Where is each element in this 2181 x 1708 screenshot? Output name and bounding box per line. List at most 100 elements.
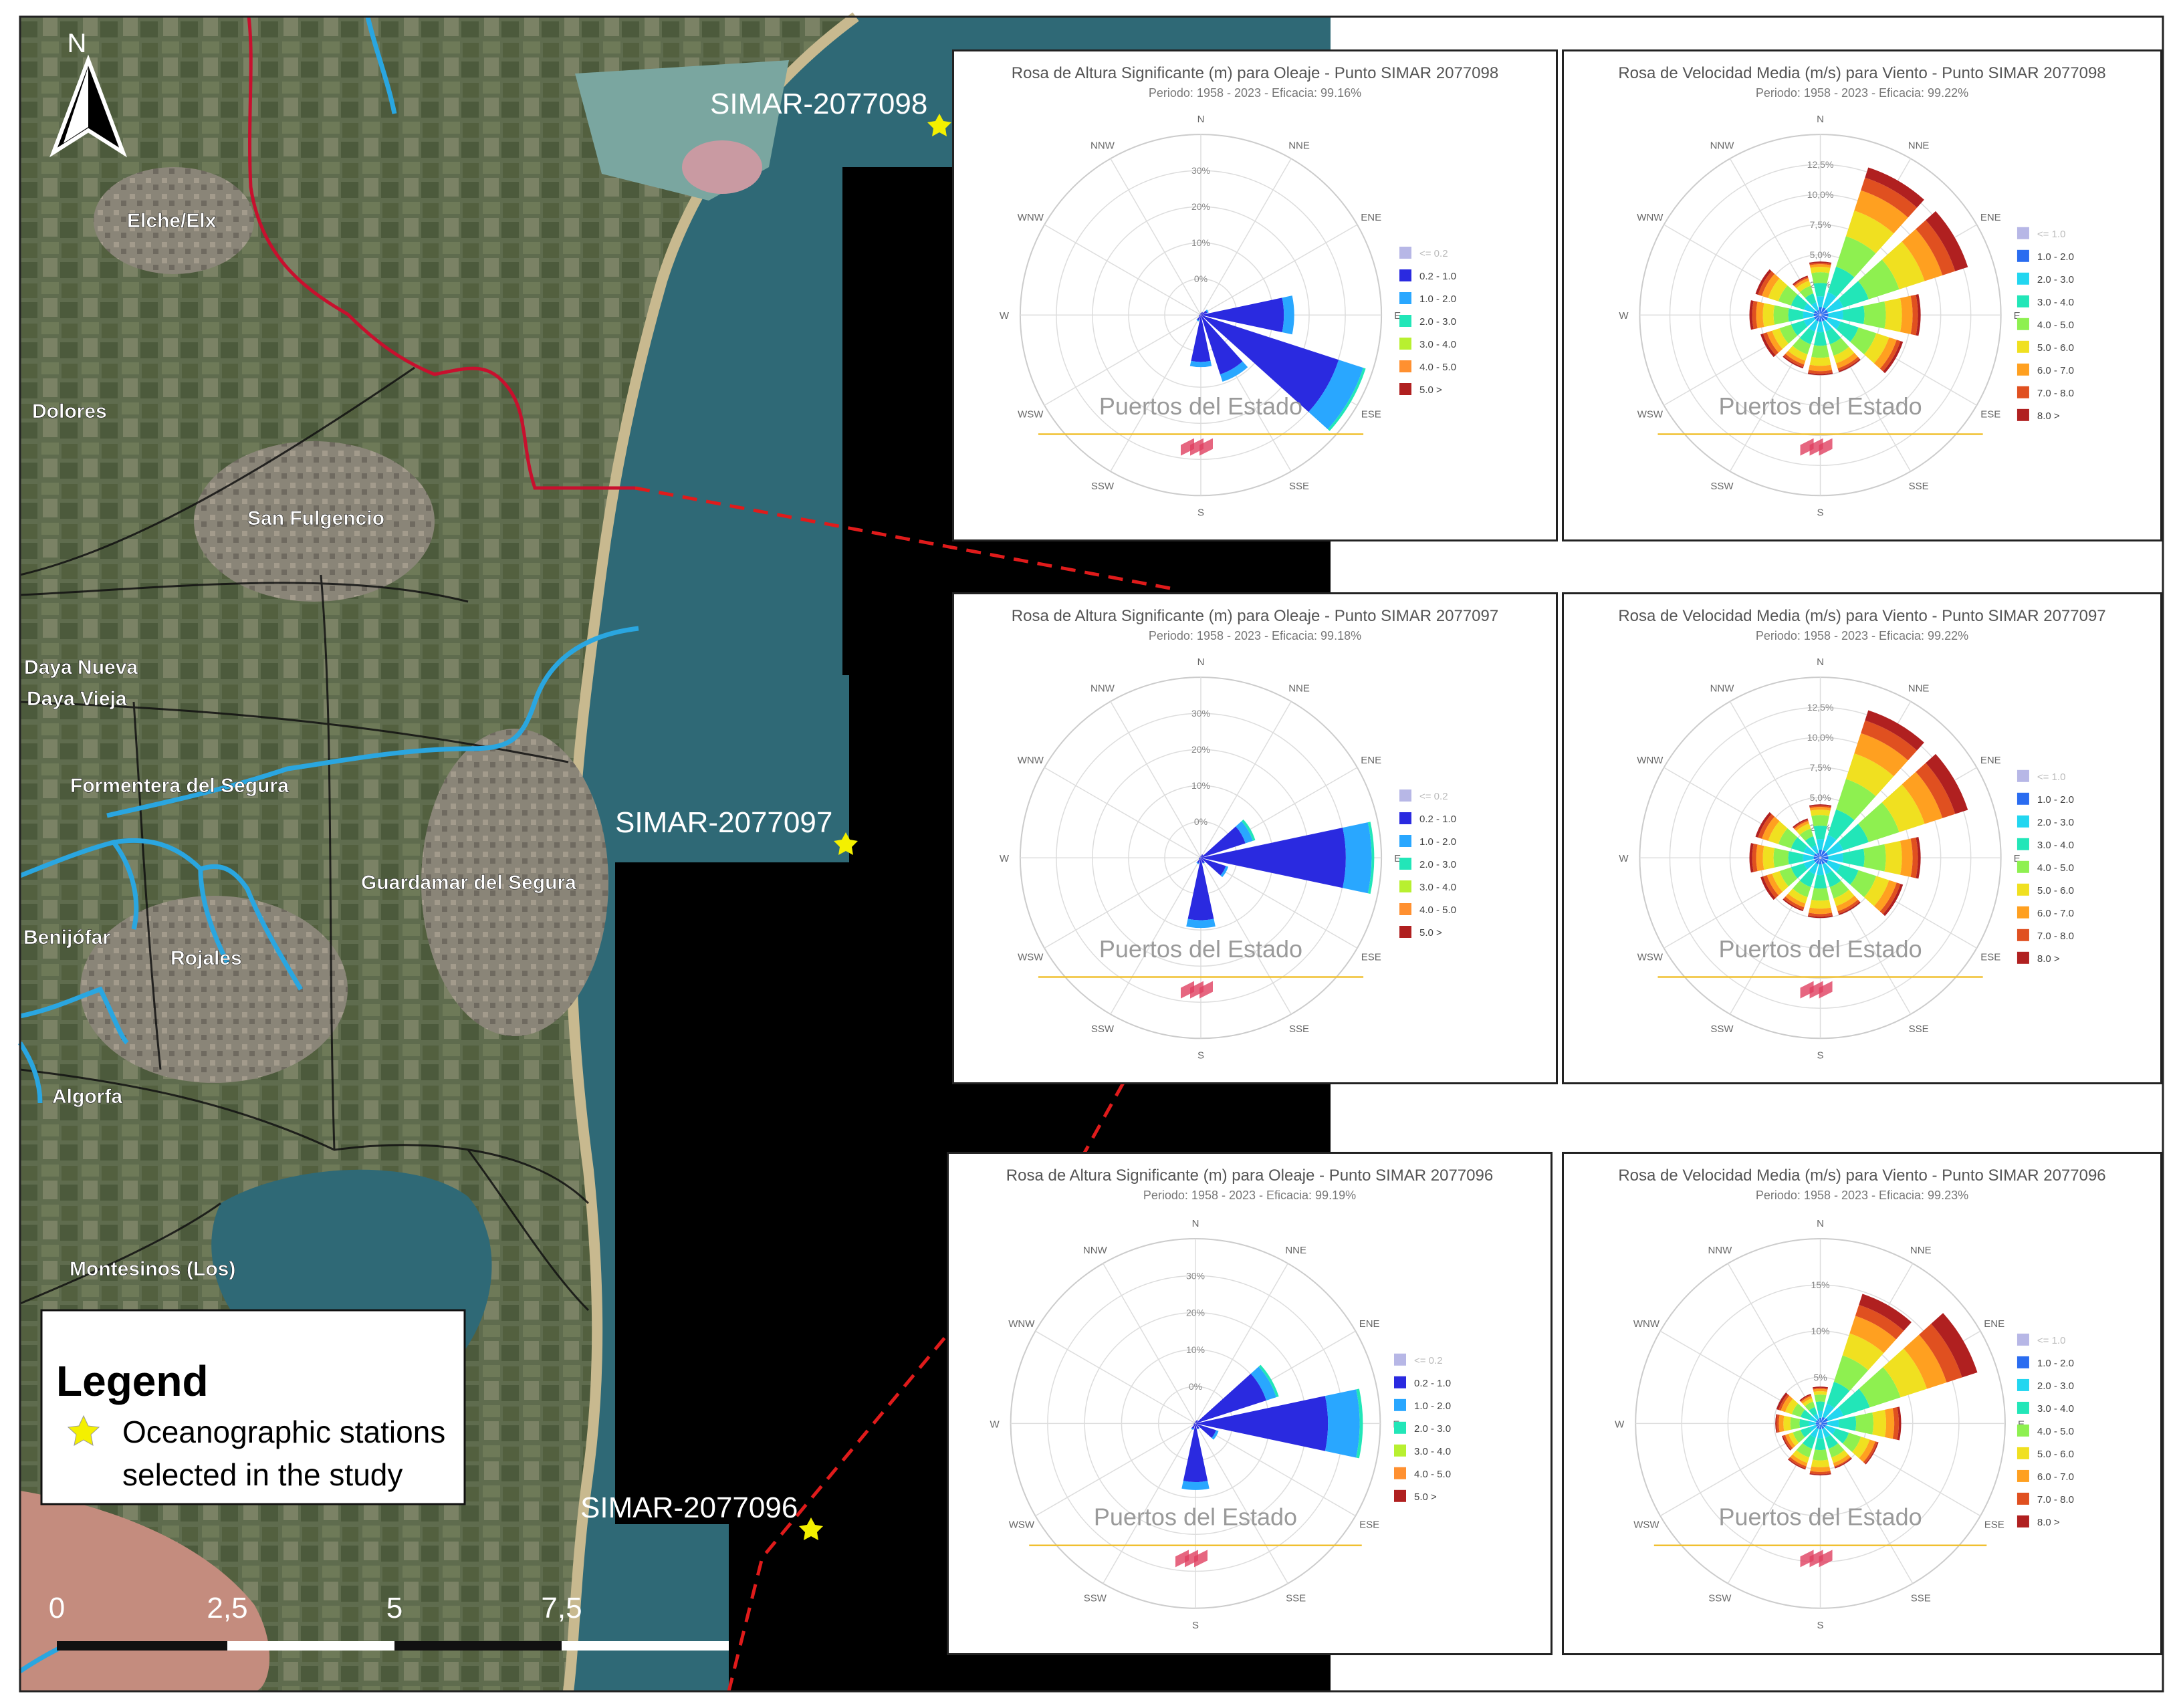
legend-swatch (1399, 789, 1411, 802)
direction-label-n: N (1817, 1218, 1824, 1229)
scale-bar: 0 2,5 5 7,5 (49, 1592, 729, 1651)
petal-nnw-bin-4 (1805, 1401, 1815, 1411)
direction-label-ene: ENE (1984, 1318, 2004, 1330)
petal-nne-bin-1 (1821, 307, 1826, 314)
petal-s-bin-2 (1817, 1429, 1824, 1439)
station-star-2077097 (834, 832, 858, 855)
petal-wsw-bin-1 (1199, 315, 1201, 317)
petal-ese-bin-2 (1308, 360, 1363, 430)
petal-n-bin-6 (1809, 807, 1831, 811)
petal-n-bin-2 (1816, 839, 1825, 850)
petal-wsw-bin-0 (1819, 1423, 1821, 1425)
direction-label-wsw: WSW (1637, 951, 1663, 963)
petal-sse-bin-8 (1838, 901, 1861, 915)
petal-ssw-bin-3 (1802, 1435, 1816, 1449)
petal-n-bin-1 (1200, 313, 1201, 315)
petal-nnw-bin-7 (1793, 277, 1809, 287)
direction-label-w: W (1000, 853, 1010, 864)
legend-label: 4.0 - 5.0 (1419, 362, 1456, 373)
ring-label: 30% (1186, 1270, 1205, 1281)
petal-ese-bin-3 (1836, 322, 1859, 342)
petal-n-bin-2 (1816, 296, 1825, 308)
petal-e-bin-1 (1201, 297, 1284, 333)
wind-rose-panel-2077097: Rosa de Velocidad Media (m/s) para Vient… (1562, 592, 2162, 1084)
petal-wnw-bin-1 (1814, 853, 1820, 858)
wave-rose-panel-2077097: Rosa de Altura Significante (m) para Ole… (952, 592, 1558, 1084)
petal-e-bin-6 (1900, 295, 1913, 334)
petal-ene-bin-5 (1881, 241, 1925, 289)
petal-s-bin-2 (1181, 1481, 1210, 1490)
petal-n-bin-1 (1200, 856, 1201, 858)
direction-label-e: E (2014, 853, 2021, 864)
petal-ssw-bin-1 (1815, 316, 1820, 322)
ring-label: 0% (1189, 1381, 1202, 1392)
petal-ene-bin-3 (1258, 1364, 1279, 1398)
petal-e-bin-2 (1828, 853, 1843, 863)
petal-e-bin-2 (1282, 295, 1294, 335)
petal-ene-bin-3 (1838, 1388, 1870, 1417)
petal-ene-bin-2 (1250, 1366, 1276, 1400)
rose-svg: Rosa de Velocidad Media (m/s) para Vient… (1618, 64, 2105, 518)
petal-e-bin-5 (1884, 297, 1902, 332)
petal-e-bin-1 (1821, 313, 1829, 317)
petal-ssw-bin-0 (1819, 1423, 1821, 1425)
direction-label-ssw: SSW (1084, 1593, 1107, 1604)
petal-wsw-bin-1 (1193, 1423, 1195, 1425)
petal-ssw-bin-5 (1788, 888, 1808, 904)
petal-nne-bin-1 (1821, 1417, 1825, 1423)
puertos-logo-icon (1800, 1550, 1833, 1568)
petal-ssw-bin-2 (1809, 320, 1819, 332)
direction-label-s: S (1197, 507, 1204, 518)
petal-nne-bin-8 (1865, 710, 1924, 751)
direction-label-ene: ENE (1980, 212, 2001, 223)
petal-wsw-bin-0 (1819, 315, 1821, 316)
legend-swatch (2017, 1401, 2029, 1414)
petal-n-bin-6 (1809, 264, 1831, 268)
petal-ene-bin-6 (1902, 229, 1943, 281)
rose-svg: Rosa de Altura Significante (m) para Ole… (990, 1167, 1494, 1631)
rose-subtitle: Periodo: 1958 - 2023 - Eficacia: 99.22% (1756, 86, 1968, 100)
direction-label-sse: SSE (1909, 1023, 1929, 1035)
petal-ene-bin-7 (1919, 1324, 1962, 1382)
petal-wsw-bin-2 (1803, 860, 1816, 870)
petal-nne-bin-6 (1854, 733, 1908, 777)
ring-label: 15% (1811, 1279, 1830, 1290)
direction-label-ese: ESE (1984, 1519, 2004, 1531)
petal-ese-bin-1 (1821, 1423, 1826, 1428)
petal-ese-bin-5 (1863, 333, 1889, 364)
petal-n-bin-0 (1820, 314, 1821, 316)
petal-ssw-bin-6 (1785, 893, 1806, 908)
petal-ssw-bin-3 (1799, 870, 1815, 887)
petal-nne-bin-4 (1836, 236, 1876, 277)
petal-sse-bin-5 (1833, 889, 1855, 906)
legend-swatch (2017, 386, 2029, 398)
urban-elche (94, 167, 254, 274)
direction-label-wnw: WNW (1008, 1318, 1035, 1330)
petal-n-bin-0 (1820, 856, 1821, 858)
petal-ese-bin-6 (1859, 1439, 1875, 1463)
petal-wsw-bin-4 (1793, 1429, 1805, 1443)
petal-nnw-bin-5 (1802, 1398, 1813, 1407)
petal-nne-bin-5 (1845, 211, 1894, 254)
petal-ese-bin-1 (1201, 315, 1339, 412)
petal-wsw-bin-1 (1815, 1423, 1820, 1427)
petal-nnw-bin-2 (1811, 845, 1819, 854)
ring-label: 5% (1813, 1372, 1827, 1382)
petal-ese-bin-4 (1850, 327, 1877, 355)
legend-label: 3.0 - 4.0 (1414, 1446, 1451, 1457)
legend-label: 1.0 - 2.0 (1419, 293, 1456, 305)
petal-nne-bin-7 (1861, 720, 1918, 761)
petal-ese-bin-6 (1873, 337, 1897, 369)
legend-swatch (2017, 1469, 2029, 1482)
petal-ssw-bin-2 (1196, 862, 1199, 864)
legend-label: 1.0 - 2.0 (1414, 1400, 1451, 1412)
petal-w-bin-4 (1790, 1417, 1801, 1430)
legend-label: 2.0 - 3.0 (1419, 859, 1456, 870)
petal-ese-bin-7 (1863, 1441, 1877, 1464)
petal-s-bin-2 (1817, 321, 1824, 333)
petal-s-bin-1 (1819, 316, 1822, 322)
petal-sse-bin-7 (1834, 1457, 1851, 1468)
ring-label: 7,5% (1810, 762, 1831, 773)
petal-sse-bin-4 (1829, 338, 1849, 356)
direction-label-n: N (1817, 656, 1824, 668)
